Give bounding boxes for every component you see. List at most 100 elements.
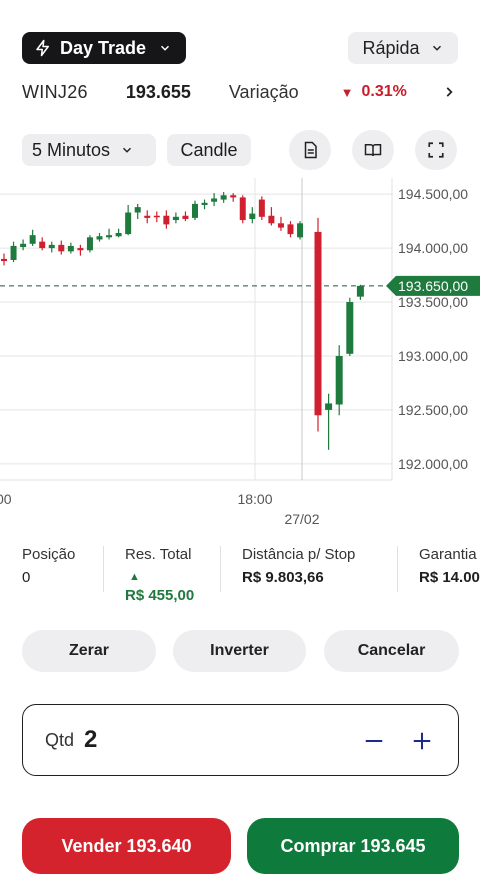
fullscreen-icon — [428, 142, 444, 158]
variation-label: Variação — [228, 81, 299, 102]
candle — [268, 207, 275, 226]
candle-body — [335, 355, 343, 405]
candle-body — [134, 207, 141, 213]
timeframe-label: 5 Minutos — [32, 139, 111, 160]
last-price: 193.655 — [125, 81, 191, 102]
candle-body — [239, 197, 246, 221]
candle — [356, 284, 364, 300]
candle — [314, 217, 322, 432]
y-tick-label: 193.500,00 — [398, 294, 468, 310]
candle-body — [144, 215, 151, 218]
candle-body — [201, 202, 208, 205]
stop-distance-value: R$ 9.803,66 — [242, 569, 324, 586]
candle-body — [163, 215, 170, 225]
candle-body — [258, 199, 265, 217]
candle — [77, 244, 84, 256]
divider — [103, 546, 104, 592]
invert-button[interactable]: Inverter — [173, 630, 306, 672]
candle — [346, 297, 354, 356]
candle — [144, 210, 151, 224]
candle — [277, 216, 284, 231]
candle-body — [220, 195, 227, 200]
position-value: 0 — [22, 569, 31, 586]
candle — [287, 221, 294, 238]
candle-body — [325, 403, 333, 410]
chart-type-selector[interactable]: Candle — [167, 134, 251, 166]
candle — [211, 193, 218, 207]
variation-value: 0.31% — [361, 83, 407, 100]
y-tick-label: 192.000,00 — [398, 456, 468, 472]
buy-button[interactable]: Comprar 193.645 — [247, 818, 459, 874]
mode-selector[interactable]: Day Trade — [22, 32, 186, 64]
minus-icon[interactable] — [363, 730, 385, 752]
candle — [258, 196, 265, 221]
candle — [297, 221, 304, 240]
candle-body — [58, 244, 65, 252]
candle — [182, 211, 189, 222]
candle-body — [172, 216, 179, 221]
sell-button[interactable]: Vender 193.640 — [22, 818, 231, 874]
candle-body — [10, 245, 17, 260]
candle — [29, 229, 36, 246]
candle-body — [20, 243, 27, 248]
result-stat: Res. Total ▲ R$ 455,00 — [125, 546, 194, 604]
position-label: Posição — [22, 546, 76, 563]
candle-body — [86, 237, 93, 251]
document-icon — [304, 141, 317, 159]
candle — [125, 204, 132, 236]
cancel-button[interactable]: Cancelar — [324, 630, 459, 672]
candle-body — [1, 258, 7, 262]
candle — [230, 193, 237, 202]
candlestick-chart[interactable]: 194.500,00 194.000,00 193.500,00 193.000,00… — [0, 178, 480, 530]
book-icon — [364, 144, 382, 157]
document-button[interactable] — [289, 130, 331, 170]
lightning-icon — [36, 39, 49, 57]
candle — [335, 345, 343, 416]
candle — [96, 233, 103, 242]
chevron-right-icon[interactable] — [442, 85, 456, 99]
speed-selector[interactable]: Rápida — [348, 32, 458, 64]
candle — [1, 253, 7, 266]
candle — [39, 237, 46, 251]
timeframe-selector[interactable]: 5 Minutos — [22, 134, 156, 166]
quantity-value[interactable]: 2 — [84, 726, 98, 753]
candle — [325, 393, 333, 450]
candle — [220, 192, 227, 203]
candle — [134, 203, 141, 219]
current-price-label: 193.650,00 — [398, 278, 468, 294]
symbol[interactable]: WINJ26 — [22, 81, 88, 102]
candle — [86, 235, 93, 253]
result-value: R$ 455,00 — [125, 587, 195, 604]
quantity-stepper[interactable]: Qtd 2 — [22, 704, 459, 776]
candle-body — [67, 245, 74, 252]
candle-body — [77, 248, 84, 251]
book-button[interactable] — [352, 130, 394, 170]
chart-type-label: Candle — [180, 139, 238, 160]
zero-button[interactable]: Zerar — [22, 630, 156, 672]
candle — [10, 241, 17, 263]
candle-body — [39, 241, 46, 249]
candle — [239, 195, 246, 224]
speed-label: Rápida — [362, 37, 420, 58]
candle-body — [29, 235, 36, 244]
candle — [67, 242, 74, 254]
candle-body — [287, 224, 294, 235]
plus-icon[interactable] — [411, 730, 433, 752]
candle-body — [346, 302, 354, 354]
down-arrow-icon: ▼ — [340, 84, 354, 100]
candle-body — [268, 215, 275, 224]
candle-body — [115, 233, 122, 237]
divider — [220, 546, 221, 592]
guarantee-label: Garantia — [419, 546, 477, 563]
chevron-down-icon — [161, 45, 170, 51]
fullscreen-button[interactable] — [415, 130, 457, 170]
candle-body — [211, 198, 218, 202]
y-tick-label: 194.500,00 — [398, 186, 468, 202]
candle — [163, 210, 170, 229]
candle — [48, 241, 55, 253]
candle — [192, 200, 198, 221]
candle-body — [249, 213, 256, 219]
stop-distance-label: Distância p/ Stop — [242, 546, 356, 563]
chevron-down-icon — [432, 45, 441, 51]
mode-label: Day Trade — [60, 37, 147, 58]
